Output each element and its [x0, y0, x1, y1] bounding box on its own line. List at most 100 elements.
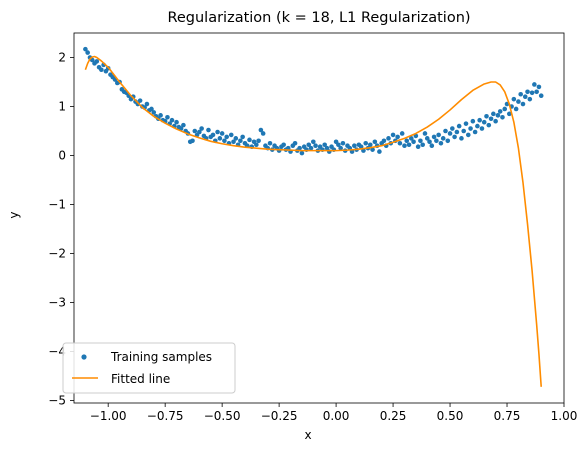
scatter-point	[370, 147, 375, 152]
scatter-point	[420, 142, 426, 148]
y-axis: 2 1 0 −1 −2 −3 −4 −5	[48, 51, 74, 408]
scatter-point	[228, 132, 234, 138]
scatter-point	[99, 67, 104, 73]
scatter-point	[94, 59, 100, 64]
scatter-point	[445, 138, 451, 144]
scatter-point	[322, 142, 328, 148]
plot-area	[83, 46, 544, 387]
scatter-point	[507, 111, 512, 117]
scatter-point	[409, 136, 414, 141]
scatter-point	[363, 140, 369, 146]
x-axis-label: x	[304, 428, 311, 442]
scatter-point	[149, 106, 154, 112]
plot-frame	[73, 32, 565, 404]
scatter-point	[306, 142, 312, 148]
scatter-point	[436, 132, 441, 138]
scatter-point	[190, 138, 195, 144]
scatter-point	[522, 94, 528, 100]
scatter-point	[386, 136, 391, 141]
x-tick-label: −0.75	[147, 409, 184, 423]
scatter-point	[151, 110, 157, 115]
scatter-point	[217, 136, 223, 141]
scatter-point	[538, 93, 544, 99]
scatter-point	[174, 119, 179, 125]
scatter-point	[513, 106, 519, 112]
legend-label-training-samples: Training samples	[110, 350, 212, 364]
scatter-point	[470, 118, 476, 124]
scatter-point	[247, 137, 252, 143]
x-tick-label: 0.00	[323, 409, 350, 423]
scatter-point	[502, 106, 508, 112]
scatter-point	[219, 131, 225, 136]
x-tick-label: 0.75	[494, 409, 521, 423]
scatter-point	[443, 128, 448, 134]
scatter-point	[258, 127, 264, 133]
scatter-point	[137, 98, 143, 103]
scatter-point	[534, 89, 539, 95]
x-axis: −1.00 −0.75 −0.50 −0.25 0.00 0.25 0.50 0.75 1.00	[90, 403, 577, 423]
scatter-point	[267, 140, 273, 146]
scatter-point	[181, 122, 186, 128]
scatter-point	[165, 114, 170, 120]
scatter-point	[281, 142, 286, 148]
scatter-point	[493, 118, 498, 124]
scatter-point	[402, 143, 407, 149]
scatter-point	[338, 145, 343, 151]
scatter-point	[210, 132, 216, 138]
scatter-point	[399, 131, 405, 136]
scatter-point	[85, 50, 90, 55]
scatter-point	[381, 138, 387, 144]
scatter-point	[434, 138, 439, 144]
scatter-point	[447, 131, 453, 136]
fitted-line-path	[84, 55, 543, 387]
y-axis-label: y	[7, 211, 21, 218]
scatter-point	[313, 143, 318, 149]
scatter-point	[336, 142, 341, 148]
scatter-point	[518, 91, 523, 97]
scatter-point	[481, 119, 487, 125]
chart-title: Regularization (k = 18, L1 Regularizatio…	[167, 10, 470, 26]
line-series	[84, 55, 543, 387]
scatter-point	[427, 139, 432, 145]
x-tick-label: −0.25	[261, 409, 298, 423]
scatter-point	[479, 126, 485, 131]
scatter-point	[456, 123, 462, 129]
y-tick-label: −3	[48, 296, 66, 310]
scatter-point	[192, 128, 198, 134]
scatter-point	[231, 139, 236, 145]
scatter-point	[256, 138, 261, 144]
scatter-point	[463, 121, 469, 126]
scatter-point	[411, 139, 416, 145]
legend-marker-training-samples	[81, 354, 87, 360]
scatter-point	[438, 140, 444, 146]
scatter-point	[292, 140, 298, 146]
scatter-point	[299, 150, 305, 156]
scatter-point	[516, 99, 521, 104]
scatter-point	[450, 126, 455, 131]
scatter-point	[233, 136, 239, 141]
scatter-point	[465, 132, 471, 138]
scatter-point	[390, 132, 396, 138]
x-tick-label: −1.00	[90, 409, 127, 423]
scatter-point	[488, 116, 494, 122]
scatter-point	[520, 101, 526, 107]
y-tick-label: −1	[48, 198, 66, 212]
x-tick-label: 0.25	[380, 409, 407, 423]
legend-frame	[62, 342, 236, 394]
scatter-point	[367, 142, 373, 148]
scatter-point	[324, 145, 330, 151]
scatter-point	[352, 143, 357, 149]
y-tick-label: 2	[58, 51, 66, 65]
scatter-point	[415, 144, 421, 149]
scatter-point	[429, 143, 435, 149]
scatter-point	[358, 144, 364, 149]
scatter-point	[199, 126, 204, 131]
scatter-point	[536, 84, 542, 90]
scatter-point	[527, 96, 533, 102]
scatter-point	[500, 114, 505, 120]
scatter-point	[222, 138, 227, 144]
scatter-point	[372, 139, 378, 145]
scatter-point	[308, 145, 314, 151]
scatter-point	[475, 123, 480, 129]
